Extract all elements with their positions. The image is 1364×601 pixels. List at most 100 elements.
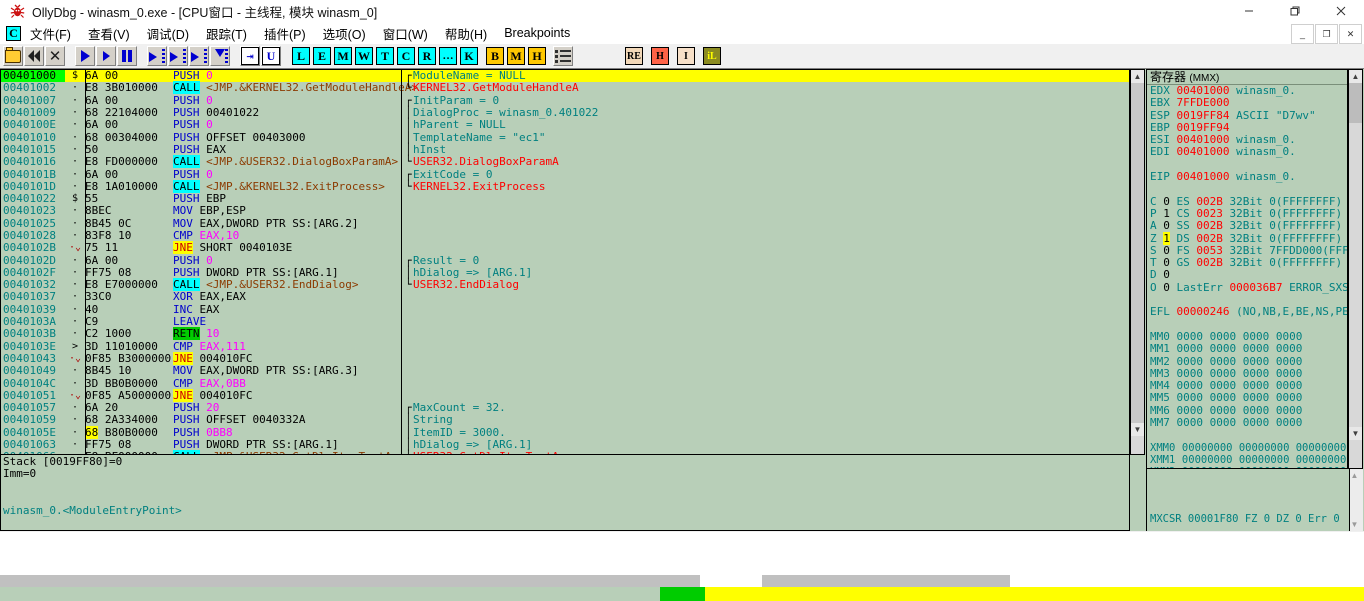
disassembly-row[interactable]: 00401022 $55 PUSH EBP bbox=[1, 193, 1129, 205]
disassembly-row[interactable]: 00401015 · 50 PUSH EAX │hInst bbox=[1, 143, 1129, 156]
disassembly-row[interactable]: 00401059 · 68 2A334000 PUSH OFFSET 0040332A… bbox=[1, 414, 1129, 426]
register-efl[interactable]: EFL 00000246 (NO,NB,E,BE,NS,PE,GE bbox=[1150, 305, 1348, 319]
disassembly-row[interactable]: 00401028 · 83F8 10 CMP EAX,10 bbox=[1, 230, 1129, 242]
disassembly-row[interactable]: 0040101D · E8 1A010000 CALL <JMP.&KERNEL32.… bbox=[1, 179, 1129, 193]
scroll-down-arrow[interactable]: ▼ bbox=[1131, 423, 1144, 436]
registers-scroll-up-arrow[interactable]: ▲ bbox=[1349, 70, 1362, 83]
maximize-button[interactable] bbox=[1272, 0, 1318, 22]
il-plugin-button[interactable]: iL bbox=[702, 46, 722, 66]
windows-button[interactable]: W bbox=[354, 46, 374, 66]
scroll-up-arrow[interactable]: ▲ bbox=[1131, 70, 1144, 83]
register-mm6[interactable]: MM6 0000 0000 0000 0000 bbox=[1150, 403, 1303, 417]
register-xmm2[interactable]: XMM2 00000000 00000000 00000000 0 bbox=[1147, 466, 1347, 468]
disassembly-row[interactable]: 00401016 · E8 FD000000 CALL <JMP.&USER32.Di… bbox=[1, 155, 1129, 169]
step-run-button[interactable] bbox=[96, 46, 116, 66]
step-into-button[interactable] bbox=[147, 46, 167, 66]
registers-scroll-down-arrow[interactable]: ▼ bbox=[1349, 427, 1362, 440]
goto-user-code-button[interactable]: U bbox=[261, 46, 281, 66]
disassembly-row[interactable]: 00401057 · 6A 20 PUSH 20 ┌MaxCount = 32. bbox=[1, 402, 1129, 414]
threads-button[interactable]: T bbox=[375, 46, 395, 66]
menu-item-trace[interactable]: 跟踪(T) bbox=[206, 27, 247, 42]
disassembly-row[interactable]: 00401000 $6A 00 PUSH 0 ┌ModuleName = NULL bbox=[1, 70, 1129, 83]
flag-p[interactable]: P 1 CS 0023 32Bit 0(FFFFFFFF) bbox=[1150, 206, 1343, 220]
mdi-restore-button[interactable]: ❐ bbox=[1315, 24, 1338, 44]
register-mm5[interactable]: MM5 0000 0000 0000 0000 bbox=[1150, 391, 1303, 405]
hardware-breakpoints-button[interactable]: H bbox=[527, 46, 547, 66]
disassembly-row[interactable]: 00401007 · 6A 00 PUSH 0 ┌InitParam = 0 bbox=[1, 94, 1129, 107]
registers-scroll-thumb[interactable] bbox=[1349, 83, 1362, 123]
open-file-button[interactable] bbox=[3, 46, 23, 66]
mdi-close-button[interactable]: ✕ bbox=[1339, 24, 1362, 44]
i-plugin-button[interactable]: I bbox=[676, 46, 696, 66]
execute-till-return-button[interactable]: ⇥ bbox=[240, 46, 260, 66]
disassembly-row[interactable]: 00401009 · 68 22104000 PUSH 00401022 │Dialog… bbox=[1, 107, 1129, 119]
disassembly-row[interactable]: 0040102F · FF75 08 PUSH DWORD PTR SS:[ARG.1… bbox=[1, 266, 1129, 279]
registers-scrollbar[interactable]: ▲ ▼ bbox=[1348, 69, 1363, 469]
lower-scroll-up-arrow[interactable]: ▲ bbox=[1348, 469, 1361, 482]
flag-o[interactable]: O 0 LastErr 000036B7 ERROR_SXS_K bbox=[1150, 280, 1347, 294]
flag-c[interactable]: C 0 ES 002B 32Bit 0(FFFFFFFF) bbox=[1150, 194, 1343, 208]
disassembly-row[interactable]: 00401049 · 8B45 10 MOV EAX,DWORD PTR SS:[AR… bbox=[1, 365, 1129, 377]
register-mm1[interactable]: MM1 0000 0000 0000 0000 bbox=[1150, 342, 1303, 356]
disassembly-row[interactable]: 00401032 · E8 E7000000 CALL <JMP.&USER32.En… bbox=[1, 278, 1129, 292]
register-ebx[interactable]: EBX 7FFDE000 bbox=[1150, 96, 1230, 110]
register-mm0[interactable]: MM0 0000 0000 0000 0000 bbox=[1150, 329, 1303, 343]
disassembly-row[interactable]: 00401043 ·⌄ 0F85 B3000000 JNE 004010FC bbox=[1, 351, 1129, 365]
flag-t[interactable]: T 0 GS 002B 32Bit 0(FFFFFFFF) bbox=[1150, 256, 1343, 270]
splitter-thumb[interactable] bbox=[700, 574, 762, 587]
re-plugin-button[interactable]: RE bbox=[624, 46, 644, 66]
menu-item-debug[interactable]: 调试(D) bbox=[146, 27, 189, 42]
minimize-button[interactable] bbox=[1226, 0, 1272, 22]
flag-a[interactable]: A 0 SS 002B 32Bit 0(FFFFFFFF) bbox=[1150, 219, 1343, 233]
disassembly-row[interactable]: 0040104C · 3D BB0B0000 CMP EAX,0BB bbox=[1, 377, 1129, 389]
register-esi[interactable]: ESI 00401000 winasm_0. bbox=[1150, 133, 1296, 147]
disassembly-row[interactable]: 0040103A · C9 LEAVE bbox=[1, 316, 1129, 328]
disassembly-row[interactable]: 00401066·E8 BF000000CALL <JMP.&USER32.Ge… bbox=[1, 450, 1129, 454]
menu-item-window[interactable]: 窗口(W) bbox=[382, 27, 428, 42]
disassembly-row[interactable]: 00401010 · 68 00304000 PUSH OFFSET 00403000… bbox=[1, 131, 1129, 143]
menu-item-file[interactable]: 文件(F) bbox=[30, 27, 71, 42]
step-over-button[interactable] bbox=[168, 46, 188, 66]
register-mm7[interactable]: MM7 0000 0000 0000 0000 bbox=[1150, 416, 1303, 430]
flag-z[interactable]: Z 1 DS 002B 32Bit 0(FFFFFFFF) bbox=[1150, 231, 1343, 245]
register-xmm1[interactable]: XMM1 00000000 00000000 00000000 0 bbox=[1150, 453, 1348, 466]
register-ebp[interactable]: EBP 0019FF94 bbox=[1150, 120, 1230, 134]
h-plugin-button[interactable]: H bbox=[650, 46, 670, 66]
flag-d[interactable]: D 0 bbox=[1150, 268, 1170, 282]
cpu-button[interactable]: C bbox=[396, 46, 416, 66]
disassembly-row[interactable]: 0040102B ·⌄ 75 11 JNE SHORT 0040103E bbox=[1, 241, 1129, 255]
pause-button[interactable] bbox=[117, 46, 137, 66]
executables-button[interactable]: E bbox=[312, 46, 332, 66]
disassembly-row[interactable]: 0040103B · C2 1000 RETN 10 bbox=[1, 327, 1129, 341]
register-edx[interactable]: EDX 00401000 winasm_0. bbox=[1150, 84, 1296, 97]
register-edi[interactable]: EDI 00401000 winasm_0. bbox=[1150, 145, 1296, 159]
breakpoints-button[interactable]: B bbox=[485, 46, 505, 66]
call-stack-button[interactable]: K bbox=[459, 46, 479, 66]
lower-scroll-down-arrow[interactable]: ▼ bbox=[1348, 518, 1361, 531]
disassembly-row[interactable]: 00401063 · FF75 08 PUSH DWORD PTR SS:[ARG.1… bbox=[1, 439, 1129, 451]
menu-item-breakpoints[interactable]: Breakpoints bbox=[504, 26, 571, 40]
menu-item-view[interactable]: 查看(V) bbox=[87, 27, 130, 42]
register-esp[interactable]: ESP 0019FF84 ASCII "D7wv" bbox=[1150, 108, 1316, 122]
register-mm2[interactable]: MM2 0000 0000 0000 0000 bbox=[1150, 354, 1303, 368]
cpu-window-icon[interactable]: C bbox=[6, 25, 21, 41]
horizontal-splitter[interactable] bbox=[0, 574, 1010, 588]
run-button[interactable] bbox=[75, 46, 95, 66]
restart-button[interactable] bbox=[24, 46, 44, 66]
register-mm3[interactable]: MM3 0000 0000 0000 0000 bbox=[1150, 366, 1303, 380]
disassembly-pane[interactable]: 00401000 $6A 00 PUSH 0 ┌ModuleName = NULL 00… bbox=[0, 69, 1130, 455]
register-eip[interactable]: EIP 00401000 winasm_0. bbox=[1150, 170, 1296, 184]
close-button[interactable] bbox=[1318, 0, 1364, 22]
register-mm4[interactable]: MM4 0000 0000 0000 0000 bbox=[1150, 379, 1303, 393]
disassembly-row[interactable]: 00401002 · E8 3B010000 CALL <JMP.&KERNEL32.… bbox=[1, 81, 1129, 95]
disassembly-row[interactable]: 0040101B · 6A 00 PUSH 0 ┌ExitCode = 0 bbox=[1, 168, 1129, 180]
register-mxcsr[interactable]: MXCSR 00001F80 FZ 0 DZ 0 Err 0 bbox=[1150, 513, 1340, 525]
menu-item-options[interactable]: 选项(O) bbox=[322, 27, 366, 42]
trace-into-button[interactable] bbox=[189, 46, 209, 66]
patches-button[interactable]: … bbox=[438, 46, 458, 66]
close-program-button[interactable]: ✕ bbox=[45, 46, 65, 66]
disassembly-row[interactable]: 0040102D · 6A 00 PUSH 0 ┌Result = 0 bbox=[1, 254, 1129, 266]
disassembly-row[interactable]: 0040100E · 6A 00 PUSH 0 │hParent = NULL bbox=[1, 119, 1129, 131]
lower-right-scrollbar[interactable]: ▲ ▼ bbox=[1348, 469, 1363, 531]
flag-s[interactable]: S 0 FS 0053 32Bit 7FFDD000(FFF bbox=[1150, 243, 1348, 257]
